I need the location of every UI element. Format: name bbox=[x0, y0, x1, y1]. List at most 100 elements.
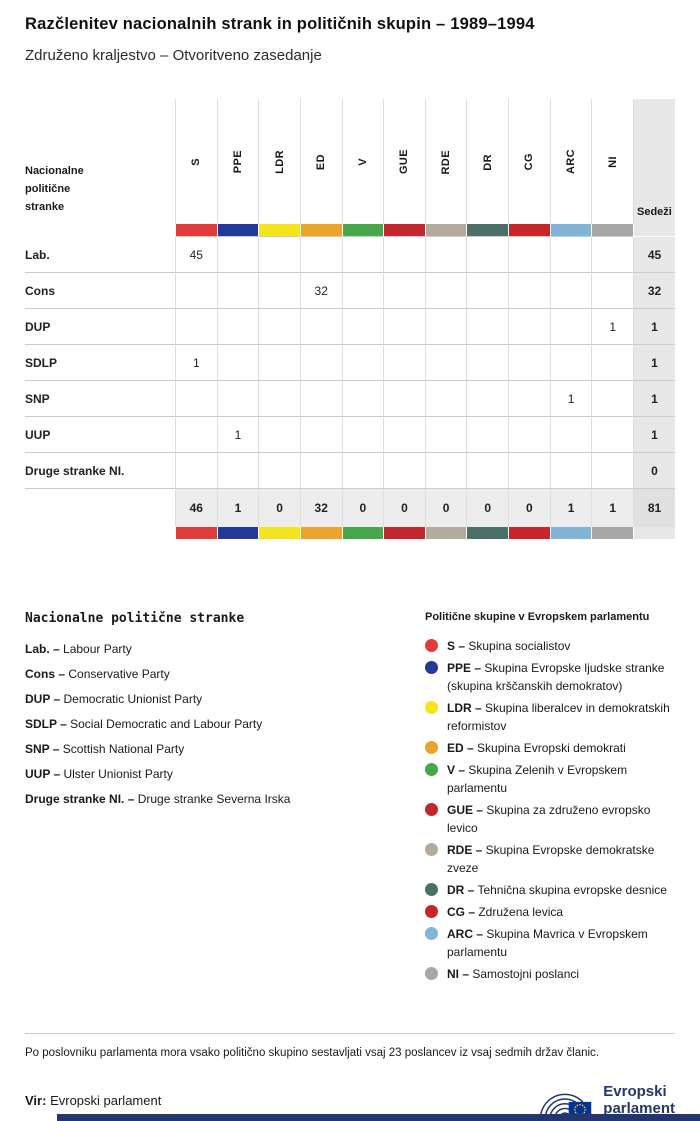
group-legend-item: NI – Samostojni poslanci bbox=[425, 965, 675, 983]
cell-NI: 1 bbox=[591, 309, 633, 346]
seats-value: 1 bbox=[633, 381, 675, 418]
colorbar-RDE bbox=[424, 224, 467, 238]
cell-ED bbox=[299, 309, 342, 346]
page-subtitle: Združeno kraljestvo – Otvoritveno zaseda… bbox=[25, 46, 322, 64]
cell-GUE bbox=[383, 381, 425, 418]
cell-S bbox=[175, 381, 217, 418]
party-legend-item: Druge stranke NI. – Druge stranke Severn… bbox=[25, 792, 291, 807]
national-parties-legend-items: Lab. – Labour Party Cons – Conservative P… bbox=[25, 642, 425, 807]
column-header-DR: DR bbox=[466, 99, 508, 225]
colorbar-bottom-ARC bbox=[549, 527, 592, 540]
cell-PPE bbox=[216, 381, 259, 418]
party-legend-abbr: SDLP – bbox=[25, 717, 67, 732]
colorbar-bottom-NI bbox=[591, 527, 633, 540]
party-legend-item: UUP – Ulster Unionist Party bbox=[25, 767, 173, 782]
cell-GUE bbox=[383, 453, 425, 490]
cell-LDR bbox=[258, 381, 300, 418]
cell-LDR bbox=[258, 309, 300, 346]
column-header-V: V bbox=[341, 99, 384, 225]
cell-GUE bbox=[383, 309, 425, 346]
cell-S bbox=[175, 453, 217, 490]
source-name: Evropski parlament bbox=[50, 1092, 162, 1108]
party-legend-abbr: Druge stranke NI. – bbox=[25, 792, 135, 807]
cell-V bbox=[341, 237, 384, 274]
total-NI: 1 bbox=[591, 489, 633, 528]
group-legend-text: DR – Tehnična skupina evropske desnice bbox=[447, 883, 667, 898]
cell-V bbox=[341, 273, 384, 310]
total-seats: 81 bbox=[633, 489, 675, 528]
group-legend-code: V – bbox=[447, 763, 466, 778]
table-corner-label: Nacionalne politične stranke bbox=[25, 99, 175, 224]
colorbar-bottom-CG bbox=[508, 527, 550, 540]
group-legend-code: NI – bbox=[447, 967, 470, 982]
seats-value: 0 bbox=[633, 453, 675, 490]
source-row: Vir: Evropski parlament bbox=[25, 1079, 675, 1121]
total-RDE: 0 bbox=[424, 489, 467, 528]
national-parties-legend-heading: Nacionalne politične stranke bbox=[25, 611, 245, 627]
colorbar-bottom-DR bbox=[466, 527, 509, 540]
group-color-dot-icon bbox=[425, 803, 438, 817]
table-corner-text: Nacionalne politične stranke bbox=[25, 164, 84, 213]
party-legend-abbr: Lab. – bbox=[25, 642, 60, 657]
group-legend-item: PPE – Skupina Evropske ljudske stranke (… bbox=[425, 659, 675, 695]
party-legend-item: Cons – Conservative Party bbox=[25, 667, 170, 682]
cell-LDR bbox=[258, 237, 300, 274]
ep-logo-wordmark: Evropski parlament bbox=[603, 1083, 675, 1117]
group-legend-item: ARC – Skupina Mavrica v Evropskem parlam… bbox=[425, 925, 675, 961]
colorbar-seats bbox=[633, 224, 675, 237]
group-legend-item: LDR – Skupina liberalcev in demokratskih… bbox=[425, 699, 675, 735]
colorbar-PPE bbox=[216, 224, 259, 238]
seats-header-label: Sedeži bbox=[637, 206, 672, 219]
column-header-label: RDE bbox=[440, 149, 453, 175]
cell-LDR bbox=[258, 345, 300, 382]
cell-V bbox=[341, 417, 384, 454]
party-legend-item: SNP – Scottish National Party bbox=[25, 742, 185, 757]
group-color-dot-icon bbox=[425, 763, 438, 777]
cell-LDR bbox=[258, 273, 300, 310]
colorbar-LDR bbox=[258, 224, 300, 238]
cell-GUE bbox=[383, 417, 425, 454]
colorbar-spacer bbox=[25, 527, 175, 539]
political-groups-legend-items: S – Skupina socialistov PPE – Skupina Evr… bbox=[425, 637, 675, 983]
cell-LDR bbox=[258, 417, 300, 454]
total-GUE: 0 bbox=[383, 489, 425, 528]
group-color-dot-icon bbox=[425, 967, 438, 981]
column-header-LDR: LDR bbox=[258, 99, 300, 225]
colorbar-NI bbox=[591, 224, 633, 238]
total-LDR: 0 bbox=[258, 489, 300, 528]
cell-PPE: 1 bbox=[216, 417, 259, 454]
cell-NI bbox=[591, 345, 633, 382]
group-color-dot-icon bbox=[425, 883, 438, 897]
column-header-label: PPE bbox=[231, 150, 244, 174]
cell-S bbox=[175, 273, 217, 310]
cell-CG bbox=[508, 381, 550, 418]
group-color-dot-icon bbox=[425, 741, 438, 755]
party-legend-item: SDLP – Social Democratic and Labour Part… bbox=[25, 717, 263, 732]
group-legend-item: CG – Združena levica bbox=[425, 903, 675, 921]
cell-DR bbox=[466, 237, 509, 274]
cell-V bbox=[341, 381, 384, 418]
total-CG: 0 bbox=[508, 489, 550, 528]
cell-NI bbox=[591, 417, 633, 454]
cell-CG bbox=[508, 417, 550, 454]
party-name: DUP bbox=[25, 309, 175, 346]
cell-S bbox=[175, 309, 217, 346]
colorbar-spacer bbox=[25, 224, 175, 236]
group-color-dot-icon bbox=[425, 843, 438, 857]
colorbar-bottom-GUE bbox=[383, 527, 425, 540]
colorbar-S bbox=[175, 224, 217, 238]
total-S: 46 bbox=[175, 489, 217, 528]
group-legend-text: V – Skupina Zelenih v Evropskem parlamen… bbox=[447, 763, 628, 796]
cell-RDE bbox=[424, 309, 467, 346]
column-header-ARC: ARC bbox=[549, 99, 592, 225]
column-header-label: ARC bbox=[565, 149, 578, 175]
group-legend-text: S – Skupina socialistov bbox=[447, 639, 571, 654]
political-groups-legend-heading: Politične skupine v Evropskem parlamentu bbox=[425, 611, 650, 624]
column-header-label: S bbox=[190, 158, 203, 166]
footer-accent-bar bbox=[57, 1114, 700, 1121]
group-legend-text: PPE – Skupina Evropske ljudske stranke (… bbox=[447, 661, 665, 694]
group-legend-code: GUE – bbox=[447, 803, 484, 818]
cell-DR bbox=[466, 273, 509, 310]
ep-logo-line2: parlament bbox=[603, 1100, 675, 1118]
